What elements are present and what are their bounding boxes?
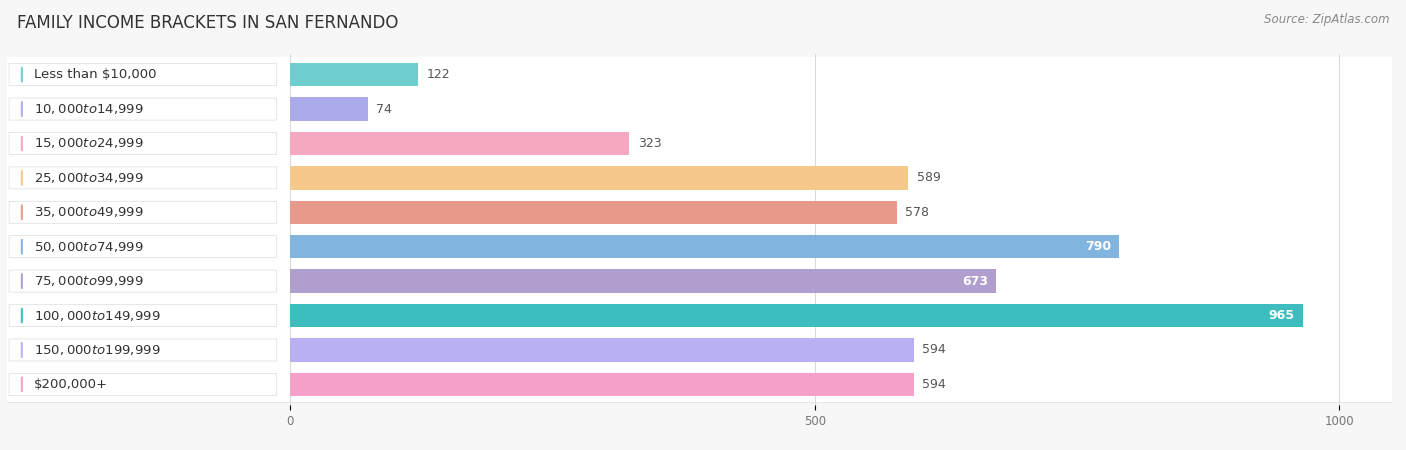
- Text: $75,000 to $99,999: $75,000 to $99,999: [34, 274, 143, 288]
- Bar: [290, 304, 1303, 327]
- FancyBboxPatch shape: [8, 305, 277, 327]
- Text: $150,000 to $199,999: $150,000 to $199,999: [34, 343, 160, 357]
- Bar: [290, 235, 1119, 258]
- Text: 965: 965: [1268, 309, 1295, 322]
- FancyBboxPatch shape: [8, 339, 277, 361]
- Text: 578: 578: [905, 206, 929, 219]
- FancyBboxPatch shape: [8, 167, 277, 189]
- Bar: [290, 166, 908, 189]
- Text: 74: 74: [377, 103, 392, 116]
- Text: Source: ZipAtlas.com: Source: ZipAtlas.com: [1264, 14, 1389, 27]
- Text: 790: 790: [1084, 240, 1111, 253]
- Text: $10,000 to $14,999: $10,000 to $14,999: [34, 102, 143, 116]
- Bar: [290, 338, 914, 362]
- Bar: [290, 63, 419, 86]
- FancyBboxPatch shape: [7, 367, 1392, 401]
- FancyBboxPatch shape: [7, 195, 1392, 230]
- Bar: [290, 373, 914, 396]
- Text: 323: 323: [637, 137, 661, 150]
- FancyBboxPatch shape: [7, 161, 1392, 195]
- FancyBboxPatch shape: [8, 98, 277, 120]
- Text: 594: 594: [922, 343, 946, 356]
- Bar: [290, 201, 897, 224]
- FancyBboxPatch shape: [8, 270, 277, 292]
- FancyBboxPatch shape: [7, 333, 1392, 367]
- Text: 589: 589: [917, 171, 941, 184]
- Text: FAMILY INCOME BRACKETS IN SAN FERNANDO: FAMILY INCOME BRACKETS IN SAN FERNANDO: [17, 14, 398, 32]
- Text: $100,000 to $149,999: $100,000 to $149,999: [34, 309, 160, 323]
- Text: $25,000 to $34,999: $25,000 to $34,999: [34, 171, 143, 185]
- FancyBboxPatch shape: [7, 264, 1392, 298]
- Bar: [290, 97, 368, 121]
- FancyBboxPatch shape: [7, 230, 1392, 264]
- Text: $50,000 to $74,999: $50,000 to $74,999: [34, 240, 143, 254]
- FancyBboxPatch shape: [8, 236, 277, 258]
- Text: 122: 122: [426, 68, 450, 81]
- Bar: [290, 270, 997, 293]
- Text: $200,000+: $200,000+: [34, 378, 108, 391]
- FancyBboxPatch shape: [7, 58, 1392, 92]
- FancyBboxPatch shape: [8, 201, 277, 223]
- FancyBboxPatch shape: [8, 132, 277, 154]
- Text: $35,000 to $49,999: $35,000 to $49,999: [34, 205, 143, 219]
- Bar: [290, 132, 630, 155]
- FancyBboxPatch shape: [7, 298, 1392, 333]
- Text: 673: 673: [962, 274, 988, 288]
- FancyBboxPatch shape: [7, 126, 1392, 161]
- Text: $15,000 to $24,999: $15,000 to $24,999: [34, 136, 143, 150]
- FancyBboxPatch shape: [7, 92, 1392, 126]
- FancyBboxPatch shape: [8, 63, 277, 86]
- Text: 594: 594: [922, 378, 946, 391]
- FancyBboxPatch shape: [8, 374, 277, 396]
- Text: Less than $10,000: Less than $10,000: [34, 68, 157, 81]
